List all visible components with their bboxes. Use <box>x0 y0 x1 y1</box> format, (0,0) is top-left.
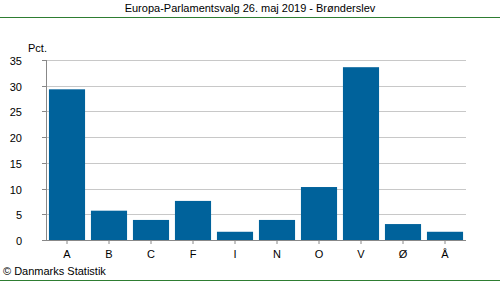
bars <box>49 67 463 240</box>
x-tick-label: F <box>190 248 197 260</box>
footer-rule <box>0 280 500 281</box>
x-tick <box>277 240 278 244</box>
grid-line <box>46 163 466 164</box>
y-tick-label: 15 <box>10 158 22 170</box>
x-tick <box>67 240 68 244</box>
y-axis-label: Pct. <box>28 42 47 54</box>
bar <box>343 67 379 240</box>
x-tick <box>361 240 362 244</box>
bar <box>133 220 169 240</box>
y-tick-label: 5 <box>16 209 22 221</box>
bar <box>91 211 127 240</box>
bar <box>175 201 211 240</box>
bar <box>427 232 463 240</box>
x-tick <box>151 240 152 244</box>
x-tick <box>193 240 194 244</box>
x-tick <box>403 240 404 244</box>
x-tick-label: Å <box>441 248 449 260</box>
y-tick <box>42 60 46 61</box>
y-tick <box>42 240 46 241</box>
chart-container: Europa-Parlamentsvalg 26. maj 2019 - Brø… <box>0 0 500 282</box>
grid-line <box>46 86 466 87</box>
title: Europa-Parlamentsvalg 26. maj 2019 - Brø… <box>125 2 376 14</box>
x-tick-label: A <box>63 248 71 260</box>
x-tick-label: V <box>357 248 365 260</box>
bar <box>217 232 253 240</box>
y-tick <box>42 137 46 138</box>
y-tick <box>42 214 46 215</box>
x-tick-label: O <box>315 248 324 260</box>
y-tick <box>42 111 46 112</box>
x-tick <box>445 240 446 244</box>
x-tick-label: C <box>147 248 155 260</box>
bar <box>49 89 85 240</box>
y-tick-label: 0 <box>16 235 22 247</box>
bar <box>301 187 337 240</box>
y-tick-label: 25 <box>10 106 22 118</box>
x-tick-label: Ø <box>399 248 408 260</box>
grid-line <box>46 60 466 61</box>
x-tick <box>319 240 320 244</box>
grid-line <box>46 111 466 112</box>
y-tick-label: 30 <box>10 81 22 93</box>
y-tick-label: 35 <box>10 55 22 67</box>
x-tick-label: N <box>273 248 281 260</box>
chart-svg: Europa-Parlamentsvalg 26. maj 2019 - Brø… <box>0 0 500 282</box>
y-tick <box>42 86 46 87</box>
grid-line <box>46 137 466 138</box>
y-tick-label: 20 <box>10 132 22 144</box>
x-tick <box>235 240 236 244</box>
x-tick-label: B <box>105 248 112 260</box>
grid-line <box>46 189 466 190</box>
header-rule <box>0 17 500 18</box>
x-tick <box>109 240 110 244</box>
y-tick <box>42 189 46 190</box>
bar <box>259 220 295 240</box>
y-tick <box>42 163 46 164</box>
y-tick-label: 10 <box>10 184 22 196</box>
bar <box>385 224 421 240</box>
x-tick-label: I <box>233 248 236 260</box>
source: © Danmarks Statistik <box>3 265 106 277</box>
y-axis-line <box>46 60 47 240</box>
